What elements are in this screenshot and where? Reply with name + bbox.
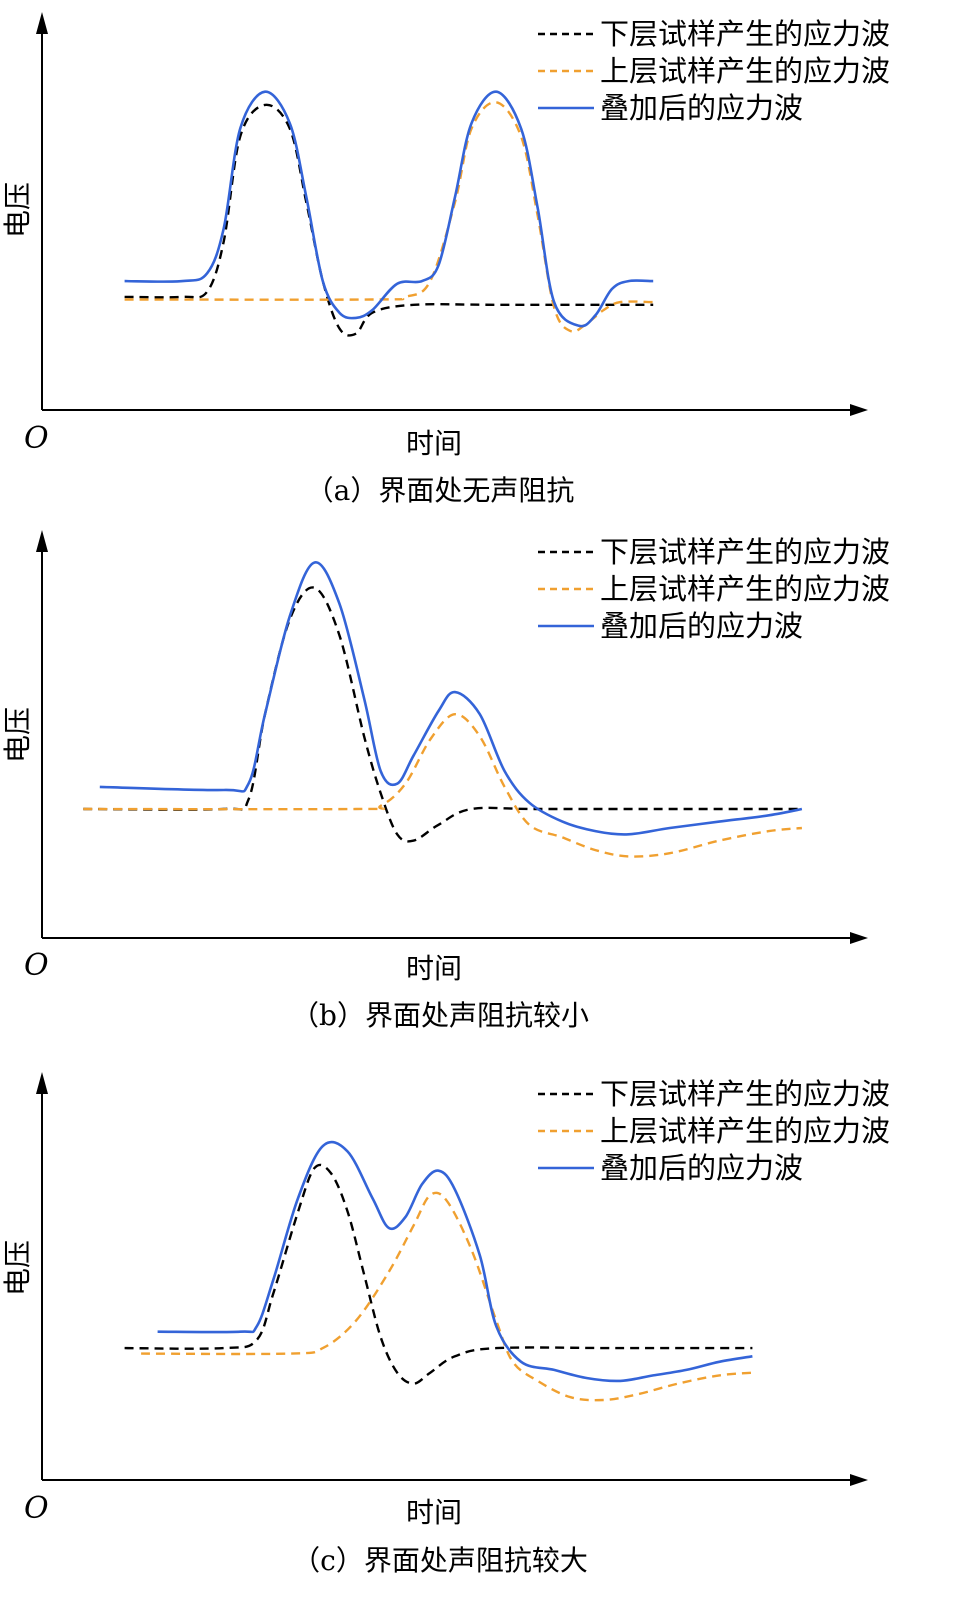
legend-label-3: 叠加后的应力波 xyxy=(600,1151,803,1185)
series-line-3 xyxy=(157,1140,753,1383)
legend-label-1: 下层试样产生的应力波 xyxy=(600,17,890,51)
panel-caption: （c）界面处声阻抗较大 xyxy=(292,1544,588,1577)
panel-caption: （a）界面处无声阻抗 xyxy=(306,474,575,507)
y-axis-arrow xyxy=(36,530,48,552)
x-axis-arrow xyxy=(850,932,868,944)
x-axis-arrow xyxy=(850,404,868,416)
series-line-1 xyxy=(124,1163,753,1385)
legend-label-1: 下层试样产生的应力波 xyxy=(600,1077,890,1111)
x-axis-label: 时间 xyxy=(406,1496,462,1529)
y-axis-label: 电压 xyxy=(1,182,34,238)
series-line-3 xyxy=(99,561,803,836)
x-axis-label: 时间 xyxy=(406,427,462,460)
y-axis-label: 电压 xyxy=(1,1240,34,1296)
origin-label: O xyxy=(24,1491,49,1526)
y-axis-label: 电压 xyxy=(1,707,34,763)
x-axis-label: 时间 xyxy=(406,952,462,985)
series-line-2 xyxy=(83,713,803,858)
legend-label-3: 叠加后的应力波 xyxy=(600,91,803,125)
panel-caption: （b）界面处声阻抗较小 xyxy=(291,999,589,1032)
y-axis-arrow xyxy=(36,1072,48,1094)
origin-label: O xyxy=(24,421,49,456)
y-axis-arrow xyxy=(36,12,48,34)
legend-label-3: 叠加后的应力波 xyxy=(600,609,803,643)
series-line-2 xyxy=(141,1191,753,1402)
series-line-3 xyxy=(124,90,654,328)
x-axis-arrow xyxy=(850,1474,868,1486)
origin-label: O xyxy=(24,948,49,983)
series-line-2 xyxy=(124,101,654,333)
legend-label-1: 下层试样产生的应力波 xyxy=(600,535,890,569)
series-line-1 xyxy=(124,103,654,337)
legend-label-2: 上层试样产生的应力波 xyxy=(600,572,890,606)
legend-label-2: 上层试样产生的应力波 xyxy=(600,54,890,88)
legend-label-2: 上层试样产生的应力波 xyxy=(600,1114,890,1148)
